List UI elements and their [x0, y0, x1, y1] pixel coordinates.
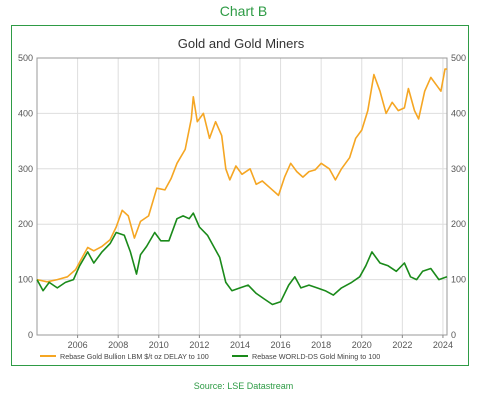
y-tick-label-left: 500 — [18, 53, 33, 63]
x-tick-label: 2014 — [230, 340, 250, 350]
x-tick-label: 2018 — [311, 340, 331, 350]
y-tick-label-right: 300 — [451, 164, 466, 174]
x-tick-label: 2024 — [433, 340, 453, 350]
x-tick-label: 2022 — [392, 340, 412, 350]
y-tick-label-left: 300 — [18, 164, 33, 174]
x-tick-label: 2016 — [271, 340, 291, 350]
plot-area: 0 0 100 100 200 200 300 300 400 400 500 500 2006 2008… — [18, 53, 466, 350]
y-tick-label-left: 200 — [18, 219, 33, 229]
legend: Rebase Gold Bullion LBM $/t oz DELAY to … — [40, 352, 380, 361]
x-tick-label: 2012 — [189, 340, 209, 350]
x-tick-label: 2006 — [68, 340, 88, 350]
y-tick-label-right: 400 — [451, 108, 466, 118]
series-line-gold-mining — [36, 212, 448, 306]
x-tick-label: 2010 — [149, 340, 169, 350]
x-tick-label: 2008 — [108, 340, 128, 350]
chart-caption: Chart B — [219, 3, 268, 19]
series-line-gold — [36, 68, 447, 283]
y-tick-label-right: 0 — [451, 330, 456, 340]
y-tick-label-right: 500 — [451, 53, 466, 63]
chart-title: Gold and Gold Miners — [178, 36, 305, 51]
y-tick-label-left: 400 — [18, 108, 33, 118]
y-tick-label-left: 100 — [18, 275, 33, 285]
source-note: Source: LSE Datastream — [193, 381, 294, 391]
y-tick-label-right: 100 — [451, 275, 466, 285]
legend-label: Rebase WORLD-DS Gold Mining to 100 — [252, 352, 380, 361]
x-tick-label: 2020 — [352, 340, 372, 350]
y-tick-label-left: 0 — [28, 330, 33, 340]
legend-label: Rebase Gold Bullion LBM $/t oz DELAY to … — [60, 352, 209, 361]
plot-border — [36, 57, 448, 336]
y-tick-label-right: 200 — [451, 219, 466, 229]
